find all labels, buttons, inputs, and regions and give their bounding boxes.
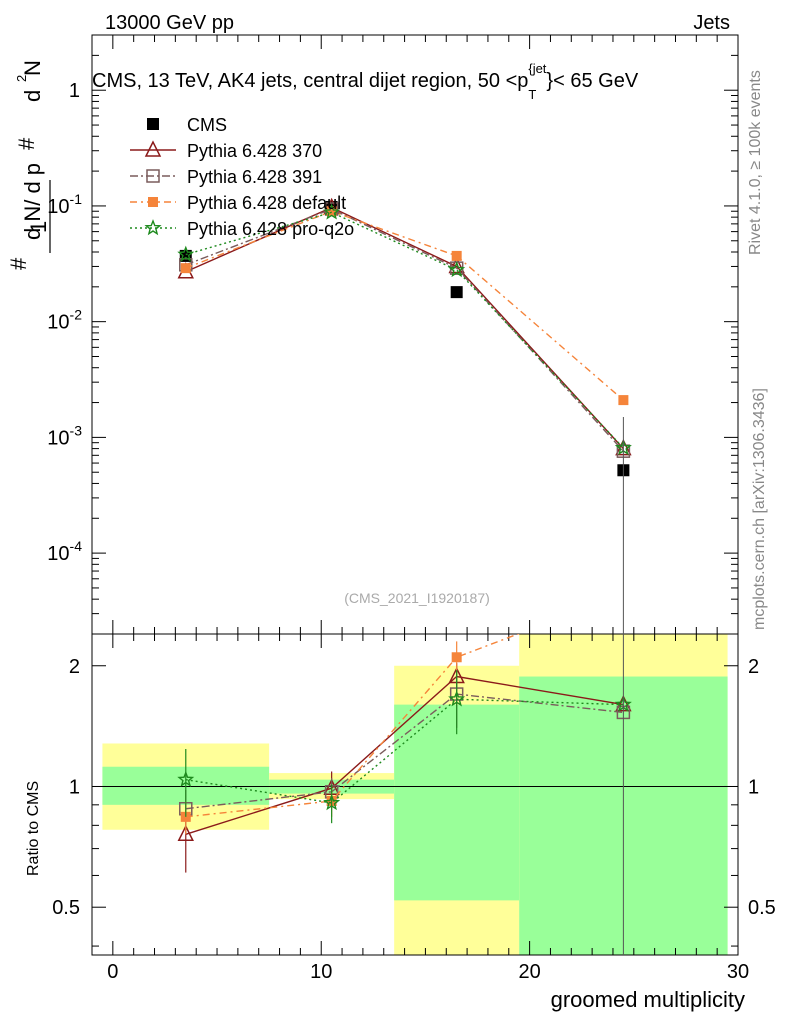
- point-pdefault: [451, 250, 462, 261]
- line-p370: [185, 206, 624, 450]
- side-mcplots: mcplots.cern.ch [arXiv:1306.3436]: [751, 388, 768, 630]
- svg-text:#: #: [6, 257, 31, 270]
- legend-label-pq2o: Pythia 6.428 pro-q2o: [187, 219, 354, 239]
- ratio-tick-label: 2: [69, 656, 80, 678]
- ratio-bands: [102, 634, 728, 955]
- ratio-frame: [91, 633, 739, 956]
- ratio-tick-label: 0.5: [52, 897, 80, 919]
- svg-text:2: 2: [14, 75, 29, 82]
- legend-marker-p391: [146, 169, 160, 183]
- point-pdefault: [618, 395, 629, 406]
- ratio-tick-label-right: 2: [748, 656, 759, 678]
- y-tick-label: 10-3: [47, 422, 82, 449]
- ratio-point-pq2o: [177, 770, 195, 787]
- ratio-line-p370: [185, 675, 624, 835]
- x-tick-label: 30: [727, 961, 749, 983]
- y-tick-label: 1: [69, 80, 80, 102]
- legend-marker-pdefault: [148, 197, 158, 207]
- point-pdefault: [326, 206, 337, 217]
- point-pq2o: [177, 245, 195, 262]
- ratio-tick-label-right: 1: [748, 776, 759, 798]
- ratio-line-pdefault: [185, 634, 520, 818]
- side-rivet: Rivet 4.1.0, ≥ 100k events: [747, 70, 764, 255]
- svg-text:N: N: [20, 60, 45, 76]
- y-tick-label: 10-4: [47, 538, 82, 565]
- main-ylabel: # 1 d N/ d p # d 2 N: [6, 60, 51, 270]
- band-green: [394, 704, 520, 901]
- x-tick-label: 0: [107, 961, 118, 983]
- point-pq2o: [323, 203, 341, 220]
- ratio-tick-label: 1: [69, 776, 80, 798]
- svg-text:#: #: [14, 137, 39, 150]
- ratio-ylabel: Ratio to CMS: [25, 781, 42, 876]
- point-cms: [450, 286, 463, 299]
- point-pq2o: [448, 260, 466, 278]
- x-tick-label: 20: [518, 961, 540, 983]
- legend-marker-cms: [147, 118, 159, 130]
- ratio-point-p370: [177, 824, 194, 842]
- ratio-point-pq2o: [448, 690, 466, 707]
- x-tick-label: 10: [310, 961, 332, 983]
- legend-label-p391: Pythia 6.428 391: [187, 167, 322, 187]
- analysis-id: (CMS_2021_I1920187): [344, 590, 490, 606]
- legend-marker-p370: [144, 140, 162, 157]
- ratio-tick-label-right: 0.5: [748, 897, 776, 919]
- header-right: Jets: [693, 12, 730, 34]
- ratio-point-pdefault: [451, 652, 462, 663]
- y-tick-label: 10-1: [47, 191, 82, 218]
- x-axis-label: groomed multiplicity: [551, 987, 745, 1012]
- axes: 0 10 20 30 10-4 10-3 10-2 10-1 1 0.5 0.5 1 1 2 2: [47, 34, 776, 983]
- ratio-line-p391: [185, 693, 624, 810]
- svg-text:d N/ d p: d N/ d p: [20, 163, 45, 240]
- y-tick-label: 10-2: [47, 307, 82, 334]
- point-pdefault: [180, 263, 191, 274]
- legend: CMS Pythia 6.428 370 Pythia 6.428 391 Pythi…: [130, 115, 354, 239]
- line-pdefault: [185, 210, 624, 401]
- legend-marker-pq2o: [144, 219, 162, 236]
- legend-label-pdefault: Pythia 6.428 default: [187, 193, 346, 213]
- line-pq2o: [185, 211, 624, 449]
- legend-label-cms: CMS: [187, 115, 227, 135]
- header-left: 13000 GeV pp: [105, 12, 234, 34]
- svg-text:d: d: [20, 90, 45, 102]
- svg-text:1: 1: [26, 221, 51, 233]
- plot-title: CMS, 13 TeV, AK4 jets, central dijet reg…: [92, 61, 639, 102]
- legend-label-p370: Pythia 6.428 370: [187, 141, 322, 161]
- data-series: [177, 197, 632, 955]
- ratio-point-pq2o: [323, 793, 341, 811]
